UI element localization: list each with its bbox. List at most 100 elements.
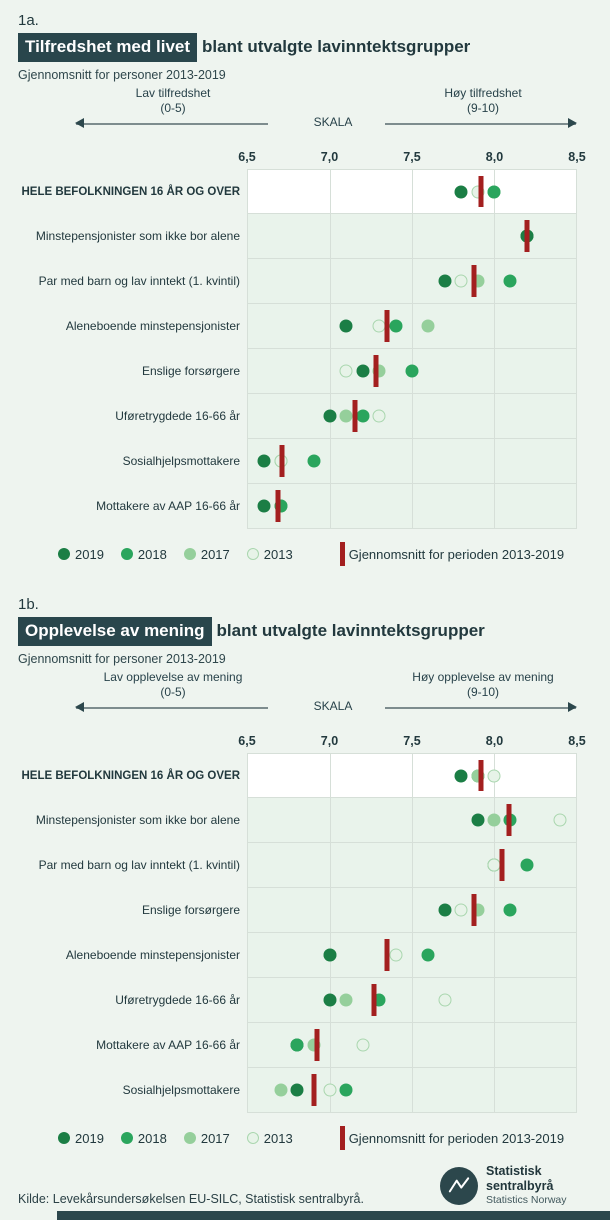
- plot-row: HELE BEFOLKNINGEN 16 ÅR OG OVER: [21, 753, 577, 798]
- legend-average-bar: [339, 1126, 345, 1150]
- scale-low-range: (0-5): [160, 685, 186, 699]
- gridline: [412, 798, 413, 842]
- axis-ticks: 6,5 7,0 7,5 8,0 8,5: [238, 150, 585, 166]
- gridline: [494, 933, 495, 977]
- chart-subtitle: Gjennomsnitt for personer 2013-2019: [18, 68, 226, 82]
- scale-high-range: (9-10): [466, 685, 499, 699]
- low-direction-arrow: [75, 118, 268, 128]
- ssb-logo-icon: [440, 1166, 478, 1205]
- dot-2019: [257, 454, 271, 468]
- scale-low-range: (0-5): [160, 101, 186, 115]
- legend-item-2013: 2013: [246, 547, 293, 562]
- dot-2013: [323, 1083, 337, 1097]
- average-line: [311, 1074, 317, 1106]
- gridline: [494, 484, 495, 528]
- axis-tick: 6,5: [238, 150, 256, 164]
- average-line: [499, 849, 505, 881]
- row-label: Uføretrygdede 16-66 år: [115, 993, 240, 1007]
- ssb-logo: Statistisk sentralbyrå Statistics Norway: [440, 1164, 610, 1207]
- dot-2019: [339, 319, 353, 333]
- gridline: [412, 394, 413, 438]
- axis-tick: 6,5: [238, 734, 256, 748]
- legend-item-2013: 2013: [246, 1131, 293, 1146]
- plot-row: Mottakere av AAP 16-66 år: [96, 1023, 577, 1068]
- plot-row: Aleneboende minstepensjonister: [66, 933, 577, 978]
- legend-average: Gjennomsnitt for perioden 2013-2019: [339, 542, 564, 566]
- dot-2018: [520, 858, 534, 872]
- plot-row: HELE BEFOLKNINGEN 16 ÅR OG OVER: [21, 169, 577, 214]
- dot-2013: [356, 1038, 370, 1052]
- arrow-left-icon: [75, 702, 84, 712]
- average-line: [471, 894, 477, 926]
- scale-low-text: Lav opplevelse av mening: [103, 670, 243, 684]
- gridline: [412, 259, 413, 303]
- chart-title-highlight: Opplevelse av mening: [18, 617, 212, 646]
- dot-2013: [339, 364, 353, 378]
- high-direction-arrow: [385, 702, 577, 712]
- gridline: [412, 754, 413, 797]
- scale-high-text: Høy opplevelse av mening: [412, 670, 554, 684]
- gridline: [412, 170, 413, 213]
- chart-section-1b: 1b. Opplevelse av mening blant utvalgte l…: [18, 596, 592, 1150]
- legend-dot-2017: [183, 548, 196, 560]
- average-line: [373, 355, 379, 387]
- dot-2013: [487, 858, 501, 872]
- chart-section-1a: 1a. Tilfredshet med livet blant utvalgte …: [18, 12, 592, 566]
- gridline: [330, 170, 331, 213]
- scale-high-text: Høy tilfredshet: [444, 86, 522, 100]
- dot-2013: [553, 813, 567, 827]
- gridline: [412, 484, 413, 528]
- legend-item-2017: 2017: [183, 1131, 230, 1146]
- axis-tick: 7,0: [320, 734, 339, 748]
- dot-2019: [323, 409, 337, 423]
- dot-2018: [405, 364, 419, 378]
- legend-item-2019: 2019: [58, 1131, 104, 1146]
- high-direction-arrow: [385, 118, 577, 128]
- arrow-right-icon: [568, 118, 577, 128]
- legend-dot-2017: [183, 1132, 196, 1144]
- plot-row: Par med barn og lav inntekt (1. kvintil): [39, 259, 577, 304]
- scale-high-range: (9-10): [466, 101, 499, 115]
- row-label: Mottakere av AAP 16-66 år: [96, 1038, 240, 1052]
- figure-label: 1b.: [18, 596, 39, 613]
- gridline: [330, 304, 331, 348]
- gridline: [412, 1068, 413, 1112]
- dot-2017: [421, 319, 435, 333]
- plot-row: Enslige forsørgere: [142, 349, 577, 394]
- low-direction-arrow: [75, 702, 268, 712]
- plot-row: Par med barn og lav inntekt (1. kvintil): [39, 843, 577, 888]
- gridline: [412, 439, 413, 483]
- row-label: HELE BEFOLKNINGEN 16 ÅR OG OVER: [21, 769, 240, 782]
- dot-2019: [438, 903, 452, 917]
- legend-average: Gjennomsnitt for perioden 2013-2019: [339, 1126, 565, 1150]
- dot-2018: [290, 1038, 304, 1052]
- plot-row: Enslige forsørgere: [142, 888, 577, 933]
- gridline: [494, 978, 495, 1022]
- gridline: [412, 978, 413, 1022]
- legend-dot-2019: [58, 1132, 70, 1144]
- legend-label: 2017: [200, 546, 230, 562]
- gridline: [330, 484, 331, 528]
- gridline: [494, 439, 495, 483]
- legend-average-label: Gjennomsnitt for perioden 2013-2019: [348, 1130, 565, 1146]
- dot-2018: [339, 1083, 353, 1097]
- dot-2019: [471, 813, 485, 827]
- dot-2019: [257, 499, 271, 513]
- gridline: [412, 933, 413, 977]
- legend-1a: 2019 2018 2017 2013 Gjennomsnitt for periode…: [58, 542, 592, 566]
- plot-row: Mottakere av AAP 16-66 år: [96, 484, 577, 529]
- chart-title-rest: blant utvalgte lavinntektsgrupper: [216, 621, 485, 640]
- legend-dot-2013: [246, 1132, 259, 1144]
- gridline: [330, 798, 331, 842]
- scale-header: Lav tilfredshet (0-5) SKALA Høy tilfreds…: [18, 86, 592, 142]
- legend-item-2017: 2017: [183, 546, 230, 562]
- legend-label: 2019: [75, 546, 104, 562]
- gridline: [494, 888, 495, 932]
- dot-2013: [454, 274, 468, 288]
- gridline: [330, 349, 331, 393]
- zigzag-line-icon: [448, 1176, 470, 1192]
- average-line: [478, 176, 484, 207]
- axis-tick: 8,0: [485, 734, 504, 748]
- average-line: [506, 804, 512, 836]
